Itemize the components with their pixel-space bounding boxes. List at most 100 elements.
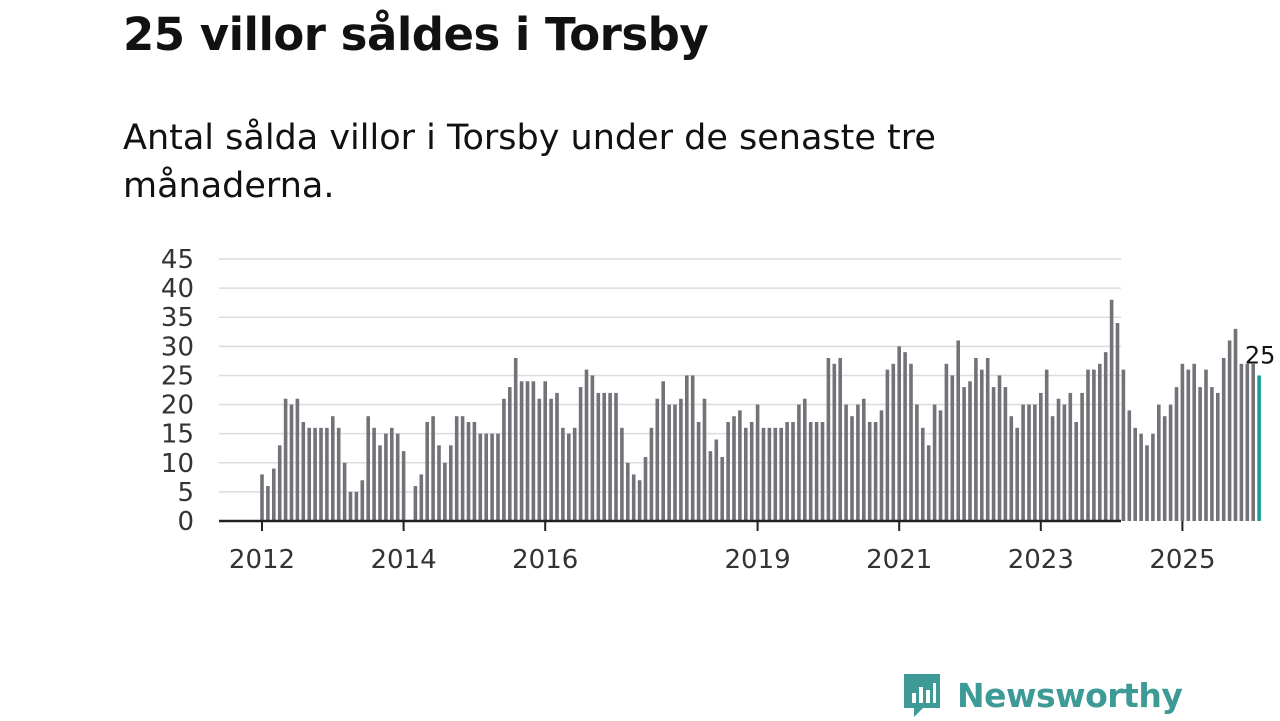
bar — [620, 427, 624, 521]
bar — [956, 340, 960, 521]
bar — [372, 427, 376, 521]
bar — [307, 427, 311, 521]
bar — [797, 404, 801, 521]
bar — [720, 456, 724, 521]
bar — [903, 352, 907, 521]
x-tick-label: 2016 — [512, 545, 578, 575]
bar — [419, 474, 424, 521]
bar — [1186, 369, 1191, 521]
bar — [1139, 433, 1143, 521]
bar — [1162, 416, 1167, 521]
bar — [1044, 369, 1049, 521]
bar — [637, 480, 642, 521]
bar — [655, 398, 660, 521]
bar — [366, 416, 370, 521]
bar — [767, 427, 772, 521]
bar — [1056, 398, 1061, 521]
bar — [1098, 363, 1102, 521]
bar — [891, 363, 896, 521]
bar — [378, 445, 382, 521]
bar — [921, 427, 925, 521]
bar — [1227, 340, 1232, 521]
bar — [1021, 404, 1025, 521]
newsworthy-logo-icon — [904, 674, 940, 717]
bar — [1157, 404, 1161, 521]
last-value-label: 25 — [1245, 341, 1276, 369]
bar — [726, 422, 730, 521]
x-tick-label: 2014 — [371, 545, 437, 575]
bar — [1127, 410, 1132, 521]
bar — [331, 416, 335, 521]
bar — [873, 422, 878, 521]
bar — [525, 381, 530, 521]
bar — [1103, 352, 1108, 521]
bar — [283, 398, 288, 521]
bar — [974, 357, 978, 521]
bar — [968, 381, 972, 521]
bar-latest — [1257, 375, 1261, 521]
bar — [862, 398, 866, 521]
bar — [1233, 328, 1238, 521]
bar — [496, 433, 500, 521]
bar — [543, 381, 547, 521]
bar — [272, 468, 276, 521]
bar — [390, 427, 394, 521]
bar — [614, 392, 618, 521]
bar — [513, 357, 518, 521]
bar — [679, 398, 683, 521]
bar — [555, 392, 559, 521]
x-tick-label: 2021 — [866, 545, 932, 575]
bar — [313, 427, 317, 521]
bar — [1216, 392, 1220, 521]
bar — [561, 427, 565, 521]
bar — [596, 392, 601, 521]
bar — [897, 346, 901, 521]
bar — [472, 422, 477, 521]
bar — [879, 410, 884, 521]
bar — [867, 422, 872, 521]
bar — [1198, 387, 1202, 521]
bar — [1251, 363, 1255, 521]
bar — [395, 433, 400, 521]
bar — [1221, 357, 1226, 521]
bar — [820, 422, 825, 521]
chart-subtitle: Antal sålda villor i Torsby under de sen… — [123, 118, 936, 206]
x-tick-label: 2025 — [1149, 545, 1215, 575]
bar — [1086, 369, 1090, 521]
y-tick-label: 45 — [161, 245, 194, 275]
bar — [1168, 404, 1173, 521]
y-tick-label: 35 — [161, 303, 194, 333]
bar — [572, 427, 577, 521]
bar — [1115, 323, 1120, 521]
bar — [909, 363, 913, 521]
bar — [761, 427, 766, 521]
bar — [1009, 416, 1014, 521]
bar — [360, 480, 365, 521]
bar — [277, 445, 282, 521]
bar — [319, 427, 323, 521]
x-tick-label: 2012 — [229, 545, 295, 575]
bar — [938, 410, 943, 521]
logo-text: Newsworthy — [957, 675, 1183, 715]
bar — [454, 416, 459, 521]
chart-title: 25 villor såldes i Torsby — [123, 8, 709, 61]
bar — [1121, 369, 1126, 521]
bar — [915, 404, 919, 521]
bar — [696, 422, 701, 521]
bar — [932, 404, 937, 521]
bar — [502, 398, 506, 521]
bar — [962, 387, 966, 521]
bar — [838, 357, 842, 521]
bar — [437, 445, 441, 521]
bar — [1074, 422, 1078, 521]
y-tick-label: 15 — [161, 420, 194, 450]
bar — [1027, 404, 1031, 521]
bar — [1068, 392, 1073, 521]
bar — [1092, 369, 1096, 521]
bar — [997, 375, 1002, 521]
y-tick-label: 30 — [161, 332, 194, 362]
bar — [484, 433, 488, 521]
bar — [336, 427, 341, 521]
bar — [808, 422, 813, 521]
